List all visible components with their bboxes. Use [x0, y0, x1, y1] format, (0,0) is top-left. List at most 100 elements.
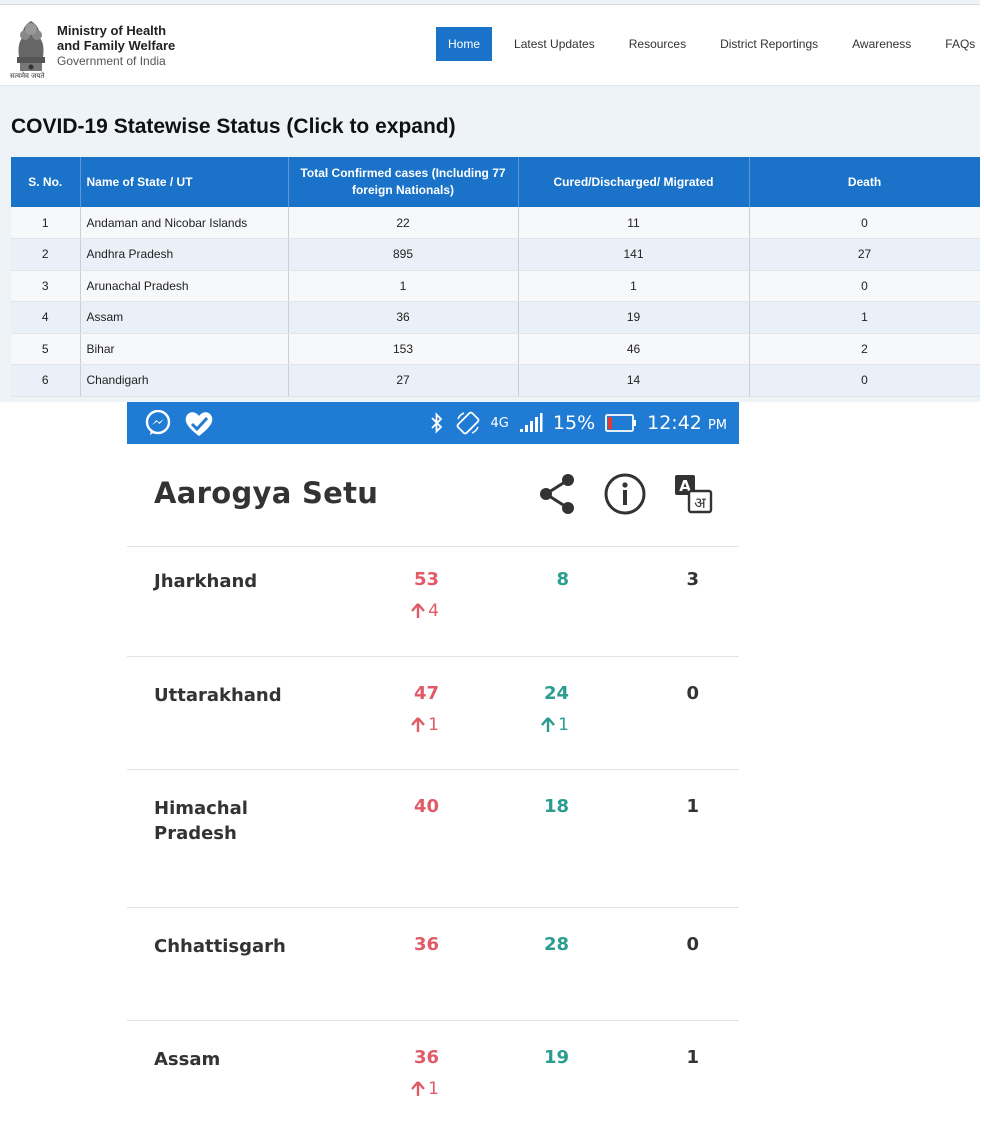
- cured-delta: 1: [541, 715, 569, 735]
- nav-resources[interactable]: Resources: [628, 37, 687, 51]
- info-icon[interactable]: [603, 472, 647, 516]
- ministry-name[interactable]: Ministry of Health and Family Welfare Go…: [57, 23, 175, 69]
- cured-count: 8: [556, 569, 569, 590]
- cell-state: Bihar: [80, 333, 289, 365]
- deaths-count: 1: [686, 1047, 699, 1068]
- section-title[interactable]: COVID-19 Statewise Status (Click to expa…: [11, 115, 456, 138]
- cell-cured: 1: [518, 270, 750, 302]
- state-name: Himachal Pradesh: [154, 798, 248, 844]
- confirmed-count: 47: [413, 683, 439, 704]
- table-row[interactable]: 2 Andhra Pradesh 895 141 27: [11, 238, 980, 271]
- header-sno: S. No.: [11, 157, 81, 207]
- confirmed-delta-value: 1: [428, 1079, 439, 1099]
- deaths-count: 0: [686, 934, 699, 955]
- deaths-count: 3: [686, 569, 699, 590]
- cell-state: Andhra Pradesh: [80, 238, 289, 271]
- cured-count: 19: [543, 1047, 569, 1068]
- arrow-up-icon: [541, 717, 556, 732]
- table-row[interactable]: 4 Assam 36 19 1: [11, 301, 980, 334]
- cell-sno: 6: [11, 364, 81, 397]
- emblem-caption: सत्यमेव जयते: [10, 72, 45, 80]
- list-item[interactable]: Jharkhand 53 8 3 4: [127, 546, 739, 656]
- cell-death: 0: [749, 364, 980, 397]
- confirmed-count: 40: [413, 796, 439, 817]
- cell-confirmed: 27: [288, 364, 519, 397]
- cured-count: 24: [543, 683, 569, 704]
- header-state: Name of State / UT: [80, 157, 289, 207]
- list-item[interactable]: Uttarakhand 47 24 0 1 1: [127, 656, 739, 769]
- cell-cured: 46: [518, 333, 750, 365]
- translate-devanagari-glyph: अ: [694, 494, 706, 512]
- state-name: Assam: [154, 1049, 221, 1070]
- screen-rotate-icon: [456, 411, 479, 435]
- ministry-line2: and Family Welfare: [57, 38, 176, 53]
- confirmed-delta: 4: [411, 601, 439, 621]
- translate-latin-glyph: A: [679, 477, 691, 495]
- cell-sno: 1: [11, 207, 81, 239]
- table-row[interactable]: 3 Arunachal Pradesh 1 1 0: [11, 270, 980, 302]
- nav-awareness[interactable]: Awareness: [852, 37, 912, 51]
- confirmed-count: 53: [413, 569, 439, 590]
- deaths-count: 1: [686, 796, 699, 817]
- site-header: सत्यमेव जयते Ministry of Health and Fami…: [0, 4, 980, 86]
- cell-confirmed: 22: [288, 207, 519, 239]
- cell-death: 27: [749, 238, 980, 271]
- state-name: Uttarakhand: [154, 685, 282, 706]
- android-status-bar: 4G 15% 12:42 PM: [127, 402, 739, 444]
- nav-faqs[interactable]: FAQs: [945, 37, 976, 51]
- confirmed-delta-value: 1: [428, 715, 439, 735]
- ministry-line1: Ministry of Health: [57, 23, 167, 38]
- cell-confirmed: 1: [288, 270, 519, 302]
- list-item[interactable]: Himachal Pradesh 40 18 1: [127, 769, 739, 907]
- arrow-up-icon: [411, 1081, 426, 1096]
- nav-home[interactable]: Home: [436, 27, 493, 61]
- table-row[interactable]: 1 Andaman and Nicobar Islands 22 11 0: [11, 207, 980, 239]
- translate-icon[interactable]: A अ: [673, 473, 715, 515]
- table-row[interactable]: 6 Chandigarh 27 14 0: [11, 364, 980, 397]
- header-confirmed: Total Confirmed cases (Including 77 fore…: [288, 157, 519, 207]
- nav-district-reportings[interactable]: District Reportings: [720, 37, 819, 51]
- cell-state: Chandigarh: [80, 364, 289, 397]
- share-icon[interactable]: [537, 472, 577, 516]
- deaths-count: 0: [686, 683, 699, 704]
- cell-sno: 2: [11, 238, 81, 271]
- nav-latest-updates[interactable]: Latest Updates: [514, 37, 595, 51]
- table-row[interactable]: 5 Bihar 153 46 2: [11, 333, 980, 365]
- network-type: 4G: [490, 415, 509, 431]
- ministry-line3: Government of India: [57, 54, 166, 68]
- cell-sno: 4: [11, 301, 81, 334]
- cured-delta-value: 1: [558, 715, 569, 735]
- cell-state: Arunachal Pradesh: [80, 270, 289, 302]
- cell-state: Assam: [80, 301, 289, 334]
- cell-cured: 11: [518, 207, 750, 239]
- clock-time: 12:42: [647, 412, 702, 434]
- confirmed-delta: 1: [411, 715, 439, 735]
- cell-sno: 5: [11, 333, 81, 365]
- clock-ampm: PM: [707, 418, 727, 433]
- confirmed-delta: 1: [411, 1079, 439, 1099]
- cell-state: Andaman and Nicobar Islands: [80, 207, 289, 239]
- cell-cured: 141: [518, 238, 750, 271]
- cell-death: 0: [749, 207, 980, 239]
- cell-death: 2: [749, 333, 980, 365]
- cell-cured: 14: [518, 364, 750, 397]
- cured-count: 18: [543, 796, 569, 817]
- battery-percent: 15%: [552, 412, 596, 434]
- confirmed-count: 36: [413, 1047, 439, 1068]
- aarogya-setu-app: 4G 15% 12:42 PM Aarogya Setu: [127, 402, 739, 1130]
- confirmed-delta-value: 4: [428, 601, 439, 621]
- arrow-up-icon: [411, 717, 426, 732]
- cell-confirmed: 36: [288, 301, 519, 334]
- header-death: Death: [749, 157, 980, 207]
- main-nav: Home Latest Updates Resources District R…: [436, 27, 980, 61]
- cell-confirmed: 895: [288, 238, 519, 271]
- battery-icon: [605, 414, 637, 432]
- list-item[interactable]: Chhattisgarh 36 28 0: [127, 907, 739, 1020]
- national-emblem-icon: [17, 21, 45, 71]
- cell-death: 0: [749, 270, 980, 302]
- app-title: Aarogya Setu: [154, 476, 379, 510]
- state-name: Jharkhand: [154, 571, 258, 592]
- list-item[interactable]: Assam 36 19 1 1: [127, 1020, 739, 1130]
- app-actions: A अ: [537, 472, 715, 516]
- messenger-icon: [145, 410, 171, 435]
